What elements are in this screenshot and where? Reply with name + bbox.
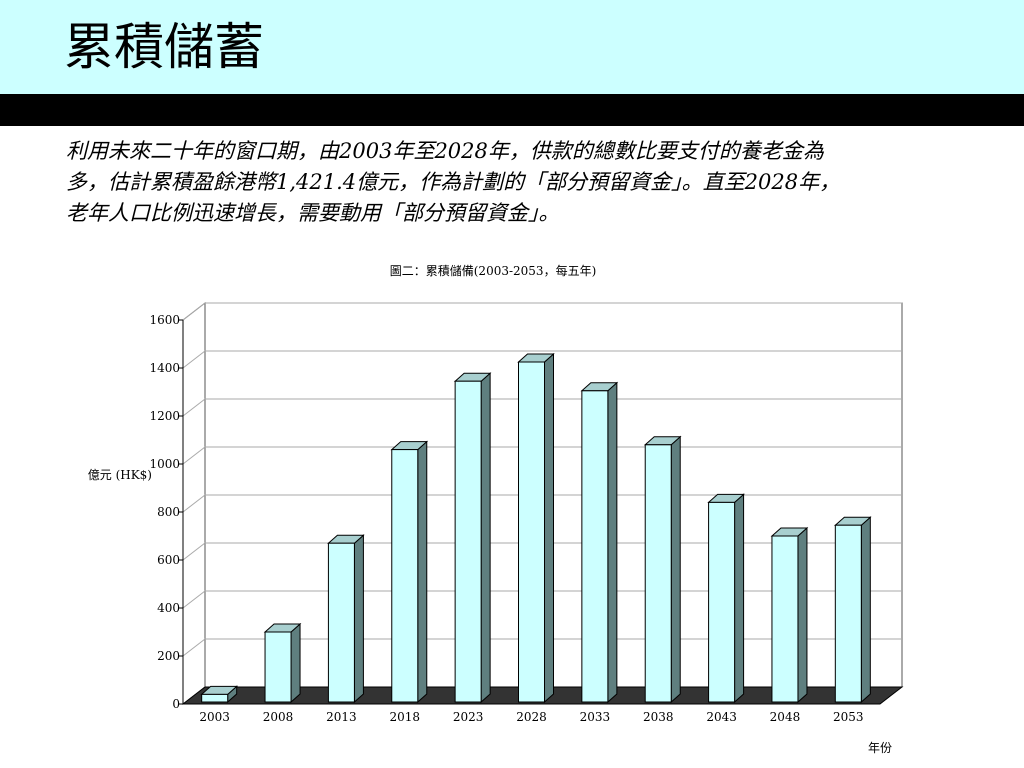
gridline [182, 302, 902, 321]
x-tick-label: 2008 [263, 710, 294, 724]
x-tick-label: 2053 [833, 710, 864, 724]
bar [201, 693, 229, 703]
bar [771, 535, 799, 703]
y-tick-label: 400 [157, 601, 180, 615]
bar [327, 542, 355, 703]
bar [518, 361, 545, 703]
x-tick-label: 2023 [453, 710, 484, 724]
gridline [182, 398, 902, 417]
title-divider-bar [0, 94, 1024, 126]
x-tick-label: 2043 [706, 710, 737, 724]
y-tick-label: 1200 [149, 409, 180, 423]
paragraph-line-3: 老年人口比例迅速增長，需要動用「部分預留資金」。 [66, 201, 560, 225]
bar [391, 449, 419, 703]
chart-title: 圖二：累積儲備(2003-2053，每五年) [390, 263, 597, 278]
bar-side [353, 534, 364, 704]
bar [834, 524, 862, 703]
y-tick-label: 1000 [149, 457, 180, 471]
x-tick-label: 2033 [580, 710, 611, 724]
bar-side [860, 516, 871, 704]
paragraph-line-1: 利用未來二十年的窗口期，由2003年至2028年，供款的總數比要支付的養老金為 [66, 139, 824, 163]
x-tick-label: 2028 [516, 710, 547, 724]
bar-side [544, 352, 554, 704]
y-tick-label: 600 [157, 553, 180, 567]
plot-area: 0 200 400 600 800 1000 1200 1400 1600 2003 2008 201… [149, 301, 904, 724]
gridline [182, 350, 902, 369]
bar [708, 501, 736, 703]
bar-side [797, 526, 808, 704]
bar-side [734, 493, 745, 704]
x-tick-label: 2018 [389, 710, 420, 724]
y-tick-label: 1400 [149, 361, 180, 375]
slide-paragraph: 利用未來二十年的窗口期，由2003年至2028年，供款的總數比要支付的養老金為 … [66, 136, 1006, 229]
y-tick-label: 200 [157, 649, 180, 663]
bar-side [480, 372, 491, 704]
bar-side [417, 440, 428, 704]
x-axis-label: 年份 [868, 741, 892, 755]
paragraph-line-2: 多，估計累積盈餘港幣1,421.4億元，作為計劃的「部分預留資金」。直至2028… [66, 170, 841, 194]
title-band [0, 0, 1024, 94]
bar [264, 631, 292, 703]
bar [644, 444, 672, 703]
bar [581, 390, 609, 703]
x-tick-label: 2048 [770, 710, 801, 724]
bar-side [670, 435, 681, 704]
bar-side [607, 381, 618, 704]
y-tick-label: 0 [172, 697, 180, 711]
y-axis-label: 億元 (HK$) [88, 468, 152, 482]
bar-side [290, 622, 301, 704]
y-tick-label: 800 [157, 505, 180, 519]
bar [454, 380, 482, 703]
x-tick-label: 2013 [326, 710, 357, 724]
x-tick-label: 2038 [643, 710, 674, 724]
slide-title: 累積儲蓄 [64, 18, 264, 76]
y-tick-label: 1600 [149, 313, 180, 327]
x-tick-label: 2003 [199, 710, 230, 724]
